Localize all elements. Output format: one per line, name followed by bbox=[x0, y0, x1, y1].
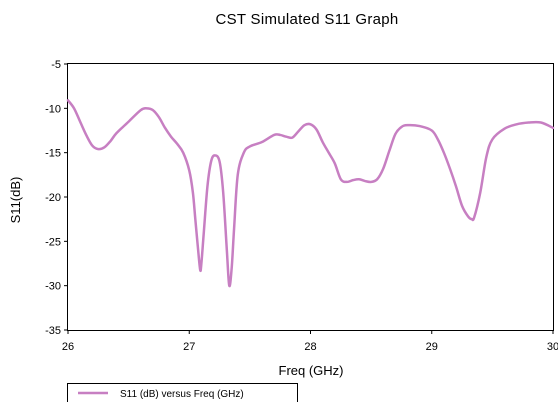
y-tick-label: -10 bbox=[45, 103, 61, 115]
series-line-s11 bbox=[66, 99, 555, 288]
x-axis: 26 27 28 29 30 bbox=[62, 330, 558, 353]
series-layer bbox=[66, 99, 555, 288]
x-tick-label: 28 bbox=[304, 341, 316, 353]
y-tick-label: -30 bbox=[45, 281, 61, 293]
x-tick-label: 27 bbox=[183, 341, 195, 353]
y-axis: -35 -30 -25 -20 -15 -10 -5 bbox=[45, 59, 68, 337]
y-tick-label: -15 bbox=[45, 148, 61, 160]
legend-label: S11 (dB) versus Freq (GHz) bbox=[120, 389, 244, 400]
legend-box bbox=[67, 383, 298, 402]
x-tick-label: 29 bbox=[426, 341, 438, 353]
y-axis-label: S11(dB) bbox=[8, 177, 23, 224]
legend: S11 (dB) versus Freq (GHz) bbox=[67, 383, 298, 402]
y-tick-label: -5 bbox=[51, 59, 61, 71]
y-tick-label: -25 bbox=[45, 236, 61, 248]
chart-title: CST Simulated S11 Graph bbox=[215, 11, 398, 28]
x-tick-label: 30 bbox=[547, 341, 558, 353]
x-tick-label: 26 bbox=[62, 341, 74, 353]
y-tick-label: -35 bbox=[45, 325, 61, 337]
x-axis-label: Freq (GHz) bbox=[279, 363, 344, 378]
y-tick-label: -20 bbox=[45, 192, 61, 204]
